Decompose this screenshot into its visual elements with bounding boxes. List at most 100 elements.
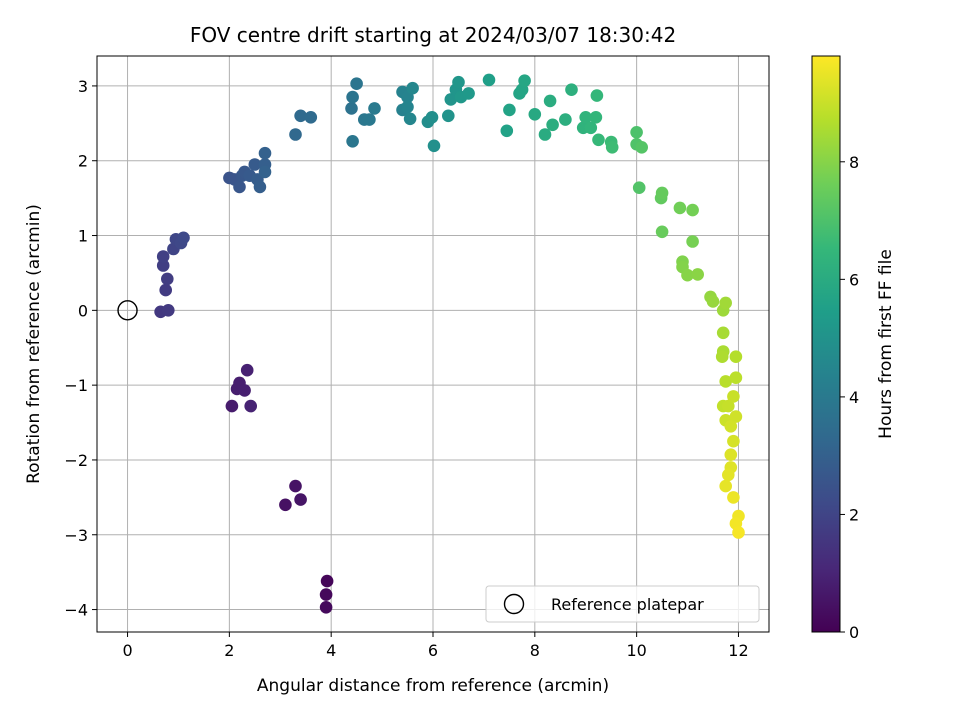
colorbar-tick-label: 4 [849,388,859,407]
data-point [156,259,170,272]
data-point [727,434,740,448]
data-point [691,268,704,281]
data-point [346,90,359,104]
data-point [729,371,743,385]
data-point [240,363,254,377]
colorbar-bar [811,55,841,633]
data-point [345,102,358,115]
data-point [719,296,732,310]
data-point [503,103,516,117]
legend: Reference platepar [485,585,760,623]
data-point [346,135,359,148]
data-point [722,468,735,482]
data-point [294,109,307,123]
data-point [253,180,267,194]
data-point [719,479,732,493]
data-point [289,128,302,141]
data-point [500,124,514,138]
data-point [289,479,302,493]
data-point [715,350,729,364]
colorbar-ticks: 0 2 4 6 8 [840,153,859,642]
data-point [156,250,170,263]
data-point [233,180,246,194]
data-point [248,158,262,171]
y-tick-label: 3 [78,77,88,96]
data-point [518,74,531,87]
data-point [559,113,572,126]
y-tick-label: −3 [64,526,88,545]
data-point [732,526,745,539]
colorbar-label: Hours from first FF file [876,249,896,439]
data-point [727,390,740,403]
data-point [706,295,720,308]
chart-title: FOV centre drift starting at 2024/03/07 … [190,23,676,47]
data-point [584,121,598,135]
data-point [319,601,333,614]
x-axis-label: Angular distance from reference (arcmin) [257,676,609,696]
data-point [225,399,239,413]
y-tick-label: −1 [64,376,88,395]
data-point [177,231,190,245]
data-point [159,283,172,297]
y-tick-label: 0 [78,301,88,320]
data-point [719,375,732,388]
data-point [635,141,648,154]
data-point [304,111,318,124]
data-point [294,493,307,506]
data-point [716,326,730,340]
colorbar-tick-label: 6 [849,270,859,289]
data-point [368,102,381,115]
grid-lines [97,56,769,632]
data-point [592,133,605,147]
x-axis-ticks: 0 2 4 6 8 10 12 [122,632,749,660]
data-point [605,141,619,154]
data-point [729,410,743,423]
x-tick-label: 6 [428,641,438,660]
data-point [462,87,475,100]
data-point [727,491,740,504]
data-point [724,420,738,433]
data-point [546,118,559,132]
y-tick-label: 1 [78,227,88,246]
x-tick-label: 0 [122,641,132,660]
y-axis-label: Rotation from reference (arcmin) [24,204,44,484]
data-point [161,272,174,286]
legend-box [485,585,760,623]
data-points [154,73,745,614]
x-tick-label: 2 [224,641,234,660]
data-point [238,384,251,397]
y-tick-label: −2 [64,451,88,470]
x-tick-label: 4 [326,641,336,660]
data-point [589,111,603,124]
colorbar-tick-label: 2 [849,505,859,524]
data-point [722,399,735,413]
data-point [482,73,496,87]
data-point [686,203,699,217]
legend-marker [503,593,525,615]
data-point [403,112,417,126]
data-point [579,111,592,124]
data-point [350,77,363,90]
data-point [543,94,557,108]
data-point [673,201,687,215]
data-point [724,448,738,462]
x-tick-label: 12 [728,641,748,660]
data-point [244,399,257,413]
data-point [442,109,455,123]
data-point [258,165,272,179]
data-point [632,181,646,194]
reference-point [117,300,138,321]
data-point [279,498,292,512]
data-point [565,83,578,96]
y-axis-ticks: −4 −3 −2 −1 0 1 2 3 [64,77,97,620]
reference-marker [117,300,138,321]
data-point [630,126,643,139]
y-tick-label: 2 [78,152,88,171]
colorbar: 0 2 4 6 8 Hours from first FF file [811,55,896,642]
data-point [452,75,465,89]
data-point [162,304,175,317]
data-point [363,113,376,126]
data-point [319,588,333,601]
colorbar-tick-label: 0 [849,623,859,642]
